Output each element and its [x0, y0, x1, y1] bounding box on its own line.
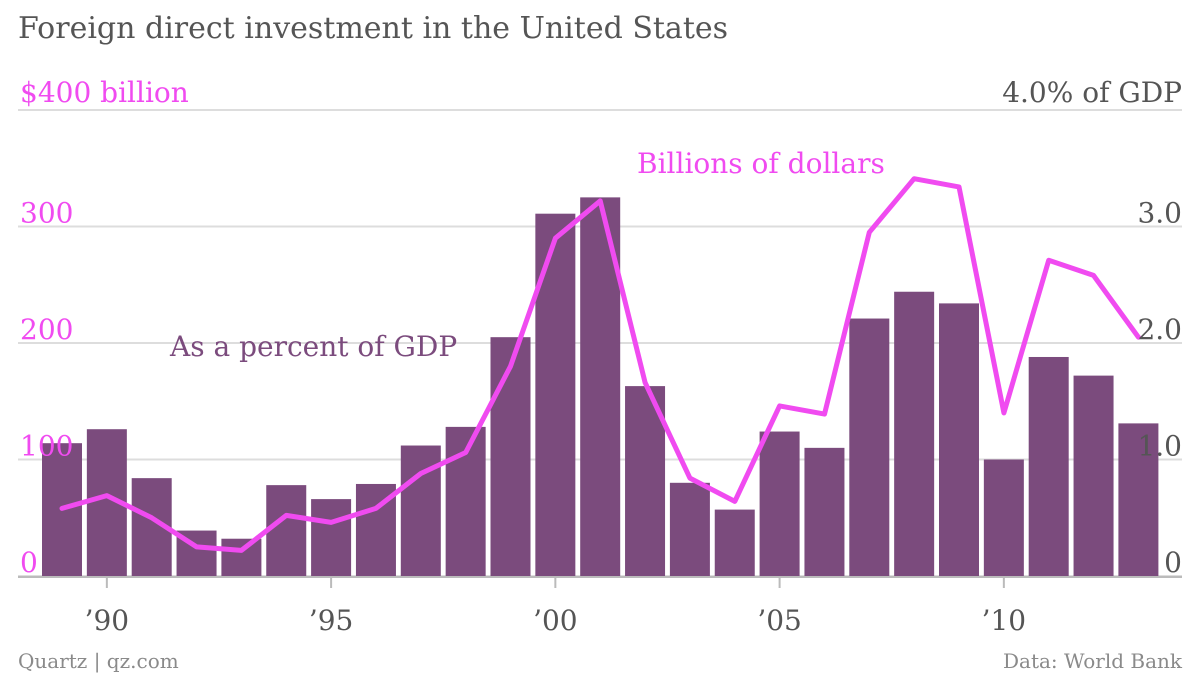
bar-2013: [1118, 423, 1159, 576]
bar-2002: [625, 386, 666, 576]
bar-2005: [759, 431, 800, 576]
left-axis-top-label: $400 billion: [20, 76, 189, 109]
line-series: [59, 176, 1141, 553]
left-tick-label: 200: [20, 313, 73, 346]
bar-2007: [849, 318, 890, 576]
bar-1993: [221, 538, 262, 576]
axes: 0 100 200 300 0 1.0 2.0 3.0 ’90 ’95 ’00 ’05 ’10: [18, 197, 1182, 637]
bar-2011: [1028, 356, 1069, 576]
chart-title: Foreign direct investment in the United …: [18, 11, 728, 46]
bar-2004: [714, 509, 755, 576]
left-tick-label: 100: [20, 430, 73, 463]
annotation-percent-gdp: As a percent of GDP: [169, 330, 457, 363]
data-source: Data: World Bank: [1003, 649, 1183, 673]
x-tick-label: ’95: [309, 604, 354, 637]
x-tick-label: ’05: [757, 604, 802, 637]
right-axis-top-label: 4.0% of GDP: [1002, 76, 1182, 109]
bar-1995: [311, 499, 352, 576]
x-tick-label: ’10: [982, 604, 1027, 637]
right-tick-label: 2.0: [1137, 313, 1182, 346]
left-tick-label: 300: [20, 197, 73, 230]
source-credit: Quartz | qz.com: [18, 649, 179, 674]
bar-series: [42, 197, 1159, 576]
x-tick-label: ’90: [85, 604, 130, 637]
left-tick-label: 0: [20, 546, 38, 579]
right-tick-label: 1.0: [1137, 430, 1182, 463]
bar-2006: [804, 447, 845, 576]
right-tick-label: 3.0: [1137, 197, 1182, 230]
bar-1994: [266, 485, 307, 576]
bar-2000: [535, 213, 576, 576]
line-billions-of-dollars: [59, 176, 1141, 553]
bar-2010: [983, 459, 1024, 576]
right-tick-label: 0: [1164, 546, 1182, 579]
bar-2003: [669, 482, 710, 576]
bar-1999: [490, 337, 531, 576]
annotation-billions: Billions of dollars: [637, 147, 885, 180]
bar-2012: [1073, 375, 1114, 576]
x-tick-label: ’00: [533, 604, 578, 637]
bar-2008: [894, 291, 935, 576]
bar-2009: [939, 303, 979, 576]
